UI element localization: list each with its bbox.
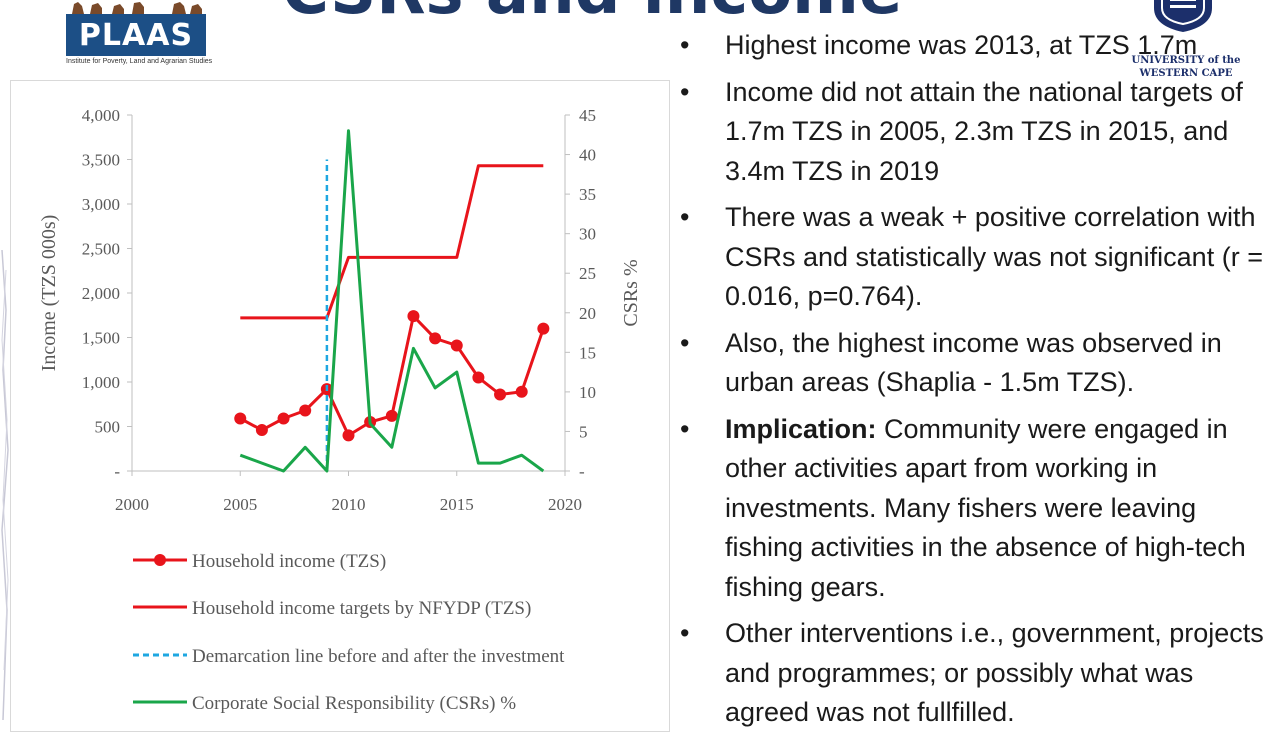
bullet-dot-icon: • — [680, 30, 690, 60]
plaas-logo-name: PLAAS — [66, 14, 206, 56]
bullet-text: Other interventions i.e., government, pr… — [725, 618, 1264, 727]
data-point — [255, 424, 268, 437]
x-tick-label: 2010 — [332, 495, 366, 514]
bullet-dot-icon: • — [680, 413, 690, 444]
bullet-text: There was a weak + positive correlation … — [725, 202, 1263, 311]
data-point — [494, 388, 507, 401]
data-point — [234, 412, 247, 425]
bullet-item: • Income did not attain the national targ… — [678, 73, 1278, 192]
legend-label-4: Corporate Social Responsibility (CSRs) % — [192, 693, 516, 714]
data-point — [277, 412, 290, 425]
x-tick-label: 2000 — [115, 495, 149, 514]
plaas-logo-subtitle: Institute for Poverty, Land and Agrarian… — [66, 58, 213, 65]
x-tick-label: 2005 — [223, 495, 257, 514]
y2-tick-label: 25 — [579, 264, 596, 283]
data-point — [472, 371, 485, 384]
legend-label-1: Household income (TZS) — [192, 551, 386, 572]
x-tick-label: 2015 — [440, 495, 474, 514]
data-point — [342, 429, 355, 442]
y2-tick-label: - — [579, 462, 585, 481]
y-tick-label: 4,000 — [82, 106, 120, 125]
legend-label-2: Household income targets by NFYDP (TZS) — [192, 598, 531, 619]
y-tick-label: 3,500 — [82, 151, 120, 170]
y2-tick-label: 10 — [579, 383, 596, 402]
bullet-item: • Also, the highest income was observed i… — [678, 324, 1278, 403]
slide-title: CSRs and income — [282, 0, 902, 24]
bullet-item: • Highest income was 2013, at TZS 1.7m — [678, 26, 1278, 66]
y-tick-label: 500 — [95, 418, 121, 437]
bullet-dot-icon: • — [680, 618, 690, 648]
series-line-2 — [240, 164, 544, 320]
data-point — [537, 322, 550, 335]
uwc-line2: WESTERN CAPE — [1139, 68, 1233, 79]
chart-panel: - 500 1,000 1,500 2,000 2,500 3,000 3,500 4,000 -… — [10, 80, 670, 732]
bullet-item: • Implication: Community were engaged in … — [678, 410, 1278, 608]
y2-tick-label: 45 — [579, 106, 596, 125]
data-point — [429, 332, 442, 345]
series-line-4 — [239, 129, 545, 473]
uwc-logo: UNIVERSITY of the WESTERN CAPE — [1130, 0, 1242, 82]
data-point — [299, 404, 312, 417]
bullet-item: • There was a weak + positive correlation… — [678, 198, 1278, 317]
income-csr-chart: - 500 1,000 1,500 2,000 2,500 3,000 3,500 4,000 -… — [38, 106, 642, 714]
y-tick-label: 2,500 — [82, 240, 120, 259]
plaas-logo: PLAAS Institute for Poverty, Land and Ag… — [66, 0, 213, 70]
y2-axis-label: CSRs % — [620, 259, 642, 326]
animals-silhouette-icon — [72, 2, 202, 14]
data-point — [407, 310, 420, 323]
y-tick-label: 1,500 — [82, 329, 120, 348]
y-tick-label: - — [114, 462, 120, 481]
y-axis-label: Income (TZS 000s) — [38, 215, 60, 372]
y2-tick-label: 5 — [579, 422, 588, 441]
bullet-text: Also, the highest income was observed in… — [725, 327, 1222, 398]
y2-tick-label: 35 — [579, 185, 596, 204]
data-point — [515, 385, 528, 398]
y-tick-label: 1,000 — [82, 373, 120, 392]
bullet-bold-text: Implication: — [725, 413, 877, 444]
bullet-text: Community were engaged in other activiti… — [725, 413, 1246, 602]
bullet-text: Income did not attain the national targe… — [725, 76, 1243, 186]
y2-tick-label: 20 — [579, 304, 596, 323]
data-point — [385, 409, 398, 422]
bullet-dot-icon: • — [680, 76, 690, 107]
legend-marker — [154, 554, 166, 566]
crest-icon — [1154, 0, 1212, 32]
y-tick-label: 2,000 — [82, 284, 120, 303]
bullet-item: • Other interventions i.e., government, p… — [678, 614, 1278, 733]
bullet-dot-icon: • — [680, 327, 690, 358]
bullet-text: Highest income was 2013, at TZS 1.7m — [725, 30, 1198, 60]
uwc-logo-text: UNIVERSITY of the WESTERN CAPE — [1130, 54, 1242, 80]
legend-label-3: Demarcation line before and after the in… — [192, 646, 565, 667]
y2-tick-label: 40 — [579, 146, 596, 165]
y-tick-label: 3,000 — [82, 195, 120, 214]
data-point — [450, 339, 463, 352]
x-tick-label: 2020 — [548, 495, 582, 514]
bullet-list: • Highest income was 2013, at TZS 1.7m • In… — [678, 26, 1278, 740]
y2-tick-label: 15 — [579, 343, 596, 362]
uwc-line1: UNIVERSITY of the — [1131, 55, 1241, 66]
y2-tick-label: 30 — [579, 225, 596, 244]
decorative-sketch — [1, 250, 9, 720]
bullet-dot-icon: • — [680, 202, 690, 232]
